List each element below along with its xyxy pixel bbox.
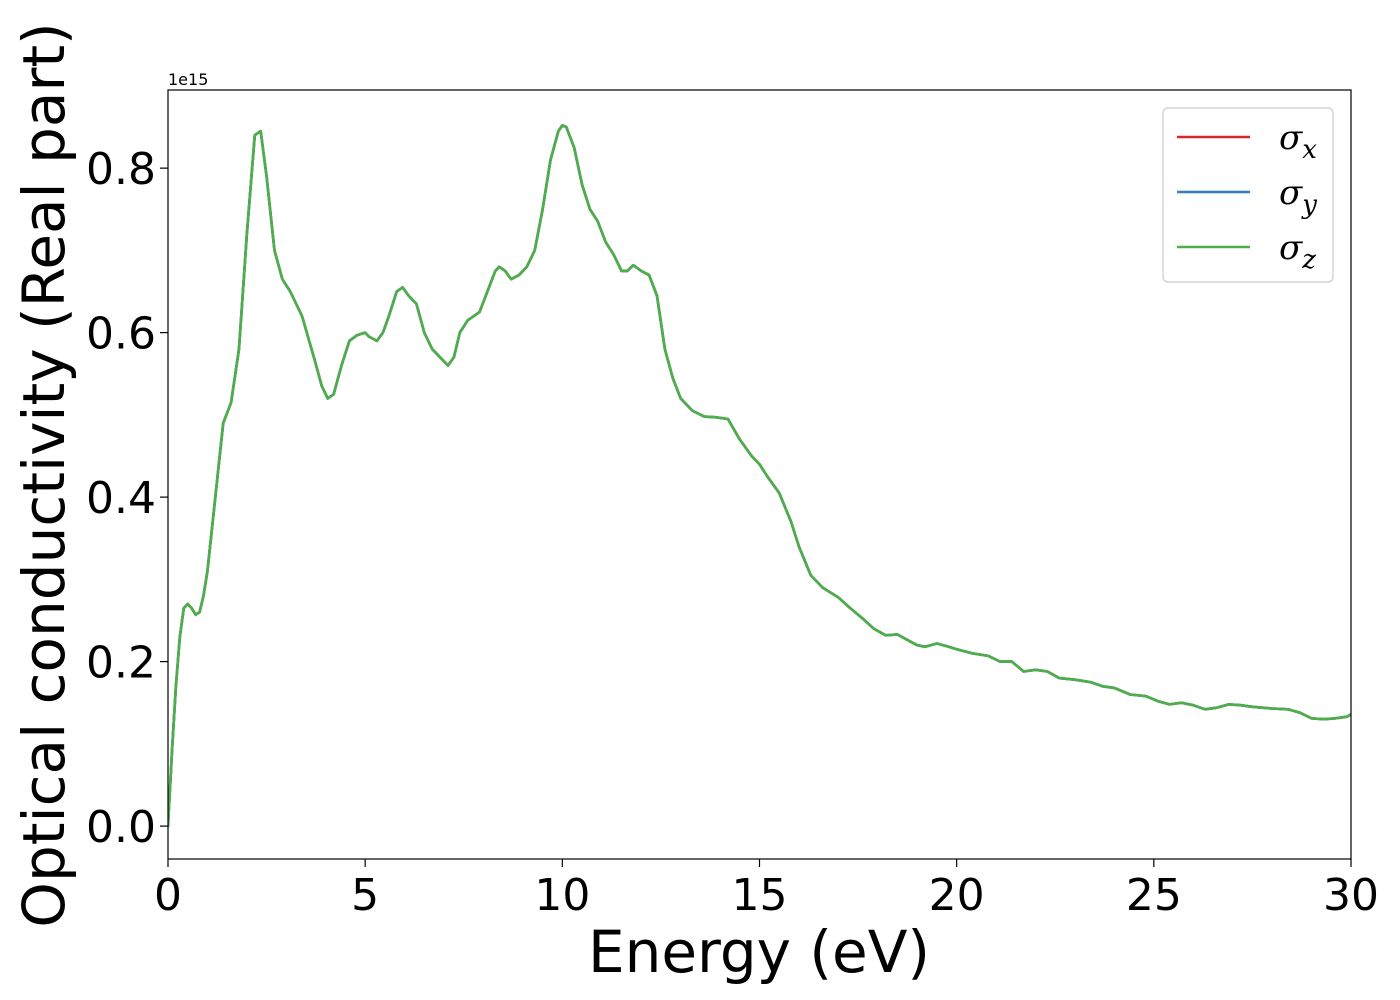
- legend-label-z: σz: [1279, 228, 1316, 275]
- series-layer: [168, 124, 1351, 828]
- y-tick-label: 0.2: [86, 638, 156, 689]
- x-tick-label: 10: [534, 870, 590, 921]
- x-axis-title: Energy (eV): [588, 918, 930, 986]
- series-line-2: [168, 124, 1351, 828]
- x-tick-label: 0: [154, 870, 182, 921]
- y-axis-title: Optical conductivity (Real part): [10, 22, 78, 927]
- x-tick-label: 30: [1323, 870, 1379, 921]
- y-tick-label: 0.4: [86, 473, 156, 524]
- x-tick-label: 15: [732, 870, 788, 921]
- legend-frame: [1162, 107, 1334, 283]
- x-axis: 0 5 10 15 20 25 30: [154, 859, 1379, 921]
- x-tick-label: 20: [929, 870, 985, 921]
- legend-label-x: σx: [1279, 118, 1317, 165]
- y-tick-label: 0.6: [86, 309, 156, 360]
- legend-label-y: σy: [1279, 173, 1317, 220]
- x-tick-label: 5: [351, 870, 379, 921]
- y-offset-label: 1e15: [168, 70, 208, 89]
- y-tick-label: 0.8: [86, 144, 156, 195]
- y-tick-label: 0.0: [86, 802, 156, 853]
- legend: σx σy σz: [1162, 107, 1334, 283]
- x-tick-label: 25: [1126, 870, 1182, 921]
- y-axis: 0.0 0.2 0.4 0.6 0.8: [86, 144, 168, 853]
